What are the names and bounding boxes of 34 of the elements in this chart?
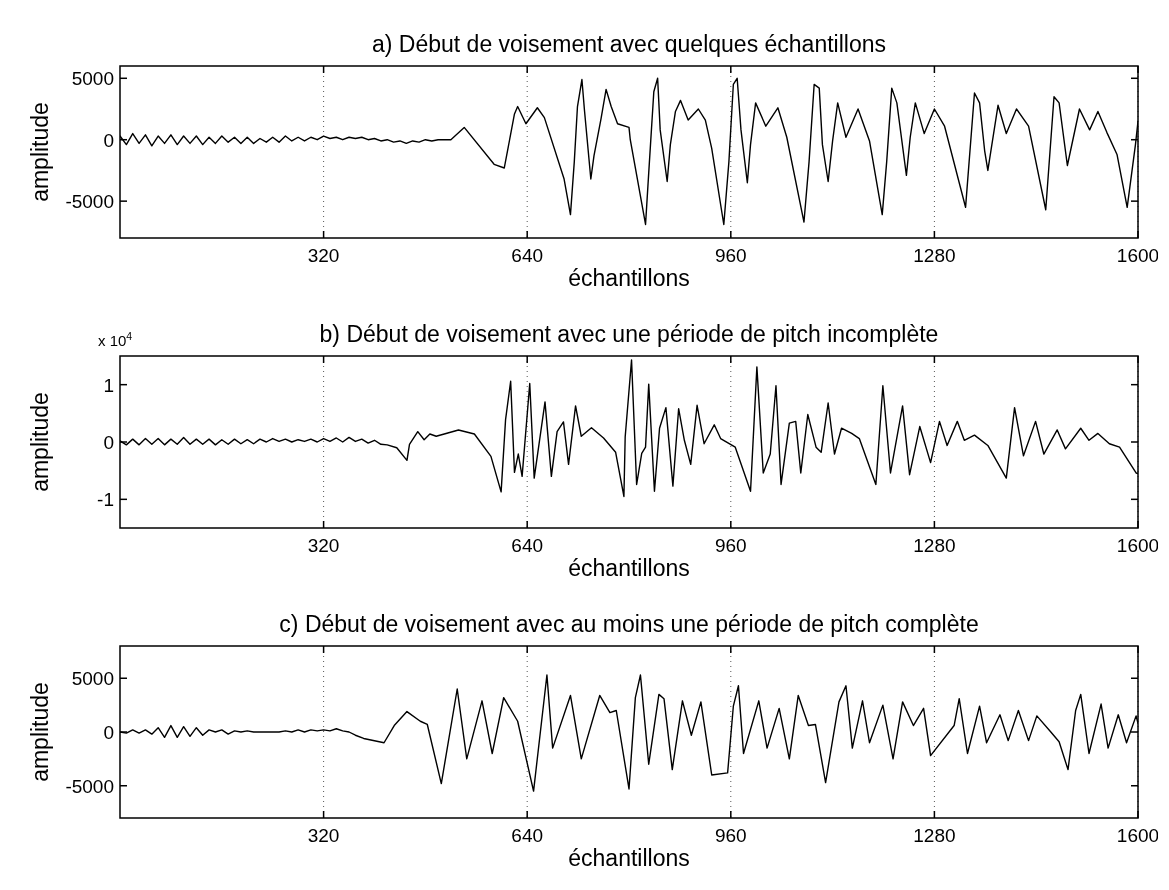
y-tick-label: 0 [103, 432, 114, 453]
y-tick-label: 0 [103, 129, 114, 151]
chart-title: a) Début de voisement avec quelques échantillons [372, 31, 886, 57]
x-axis-title: échantillons [568, 555, 690, 581]
y-axis-title: amplitude [27, 682, 53, 782]
y-tick-label: 0 [103, 722, 114, 743]
y-tick-label: -5000 [65, 191, 114, 213]
x-tick-label: 320 [307, 535, 340, 556]
x-tick-label: 1600 [1116, 535, 1160, 556]
y-tick-label: 1 [103, 374, 114, 396]
y-tick-label: 5000 [71, 68, 114, 90]
y-axis-title: amplitude [27, 102, 53, 202]
y-tick-label: -1 [97, 489, 114, 511]
y-tick-label: 5000 [71, 668, 114, 690]
x-tick-label: 1280 [913, 245, 956, 266]
chart-title: b) Début de voisement avec une période de pitch incomplète [319, 321, 939, 347]
x-tick-label: 960 [714, 245, 747, 266]
x-tick-label: 640 [511, 535, 544, 556]
x-tick-label: 1280 [913, 535, 956, 556]
text: x 10$^{4}$ [98, 330, 133, 349]
chart-title: c) Début de voisement avec au moins une période de pitch complète [279, 611, 979, 637]
x-tick-label: 1600 [1116, 825, 1160, 846]
x-tick-label: 640 [511, 825, 544, 846]
x-tick-label: 320 [307, 825, 340, 846]
y-tick-label: -5000 [65, 775, 114, 797]
x-tick-label: 960 [714, 825, 747, 846]
x-tick-label: 1600 [1116, 245, 1160, 266]
x-tick-label: 640 [511, 245, 544, 266]
x-axis-title: échantillons [568, 265, 690, 291]
x-axis-title: échantillons [568, 845, 690, 871]
y-axis-title: amplitude [27, 392, 53, 492]
x-tick-label: 960 [714, 535, 747, 556]
x-tick-label: 1280 [913, 825, 956, 846]
x-tick-label: 320 [307, 245, 340, 266]
